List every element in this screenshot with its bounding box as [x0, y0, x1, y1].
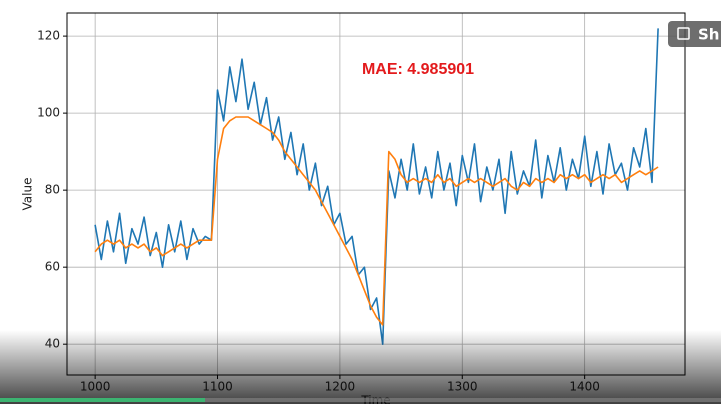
share-icon[interactable] — [677, 27, 690, 40]
progress-track[interactable] — [0, 398, 721, 402]
series-line — [94, 28, 659, 345]
player-shade — [0, 330, 721, 404]
series-line — [94, 116, 659, 326]
y-tick-label: 60 — [45, 260, 60, 274]
progress-bar[interactable] — [0, 398, 205, 402]
share-button[interactable]: Sh — [668, 21, 721, 47]
y-tick-label: 80 — [45, 183, 60, 197]
y-axis-label: Value — [21, 178, 35, 211]
y-tick-label: 100 — [37, 106, 60, 120]
y-tick-label: 120 — [37, 29, 60, 43]
annotation: MAE: 4.985901 — [362, 61, 474, 78]
share-label[interactable]: Sh — [698, 26, 719, 44]
